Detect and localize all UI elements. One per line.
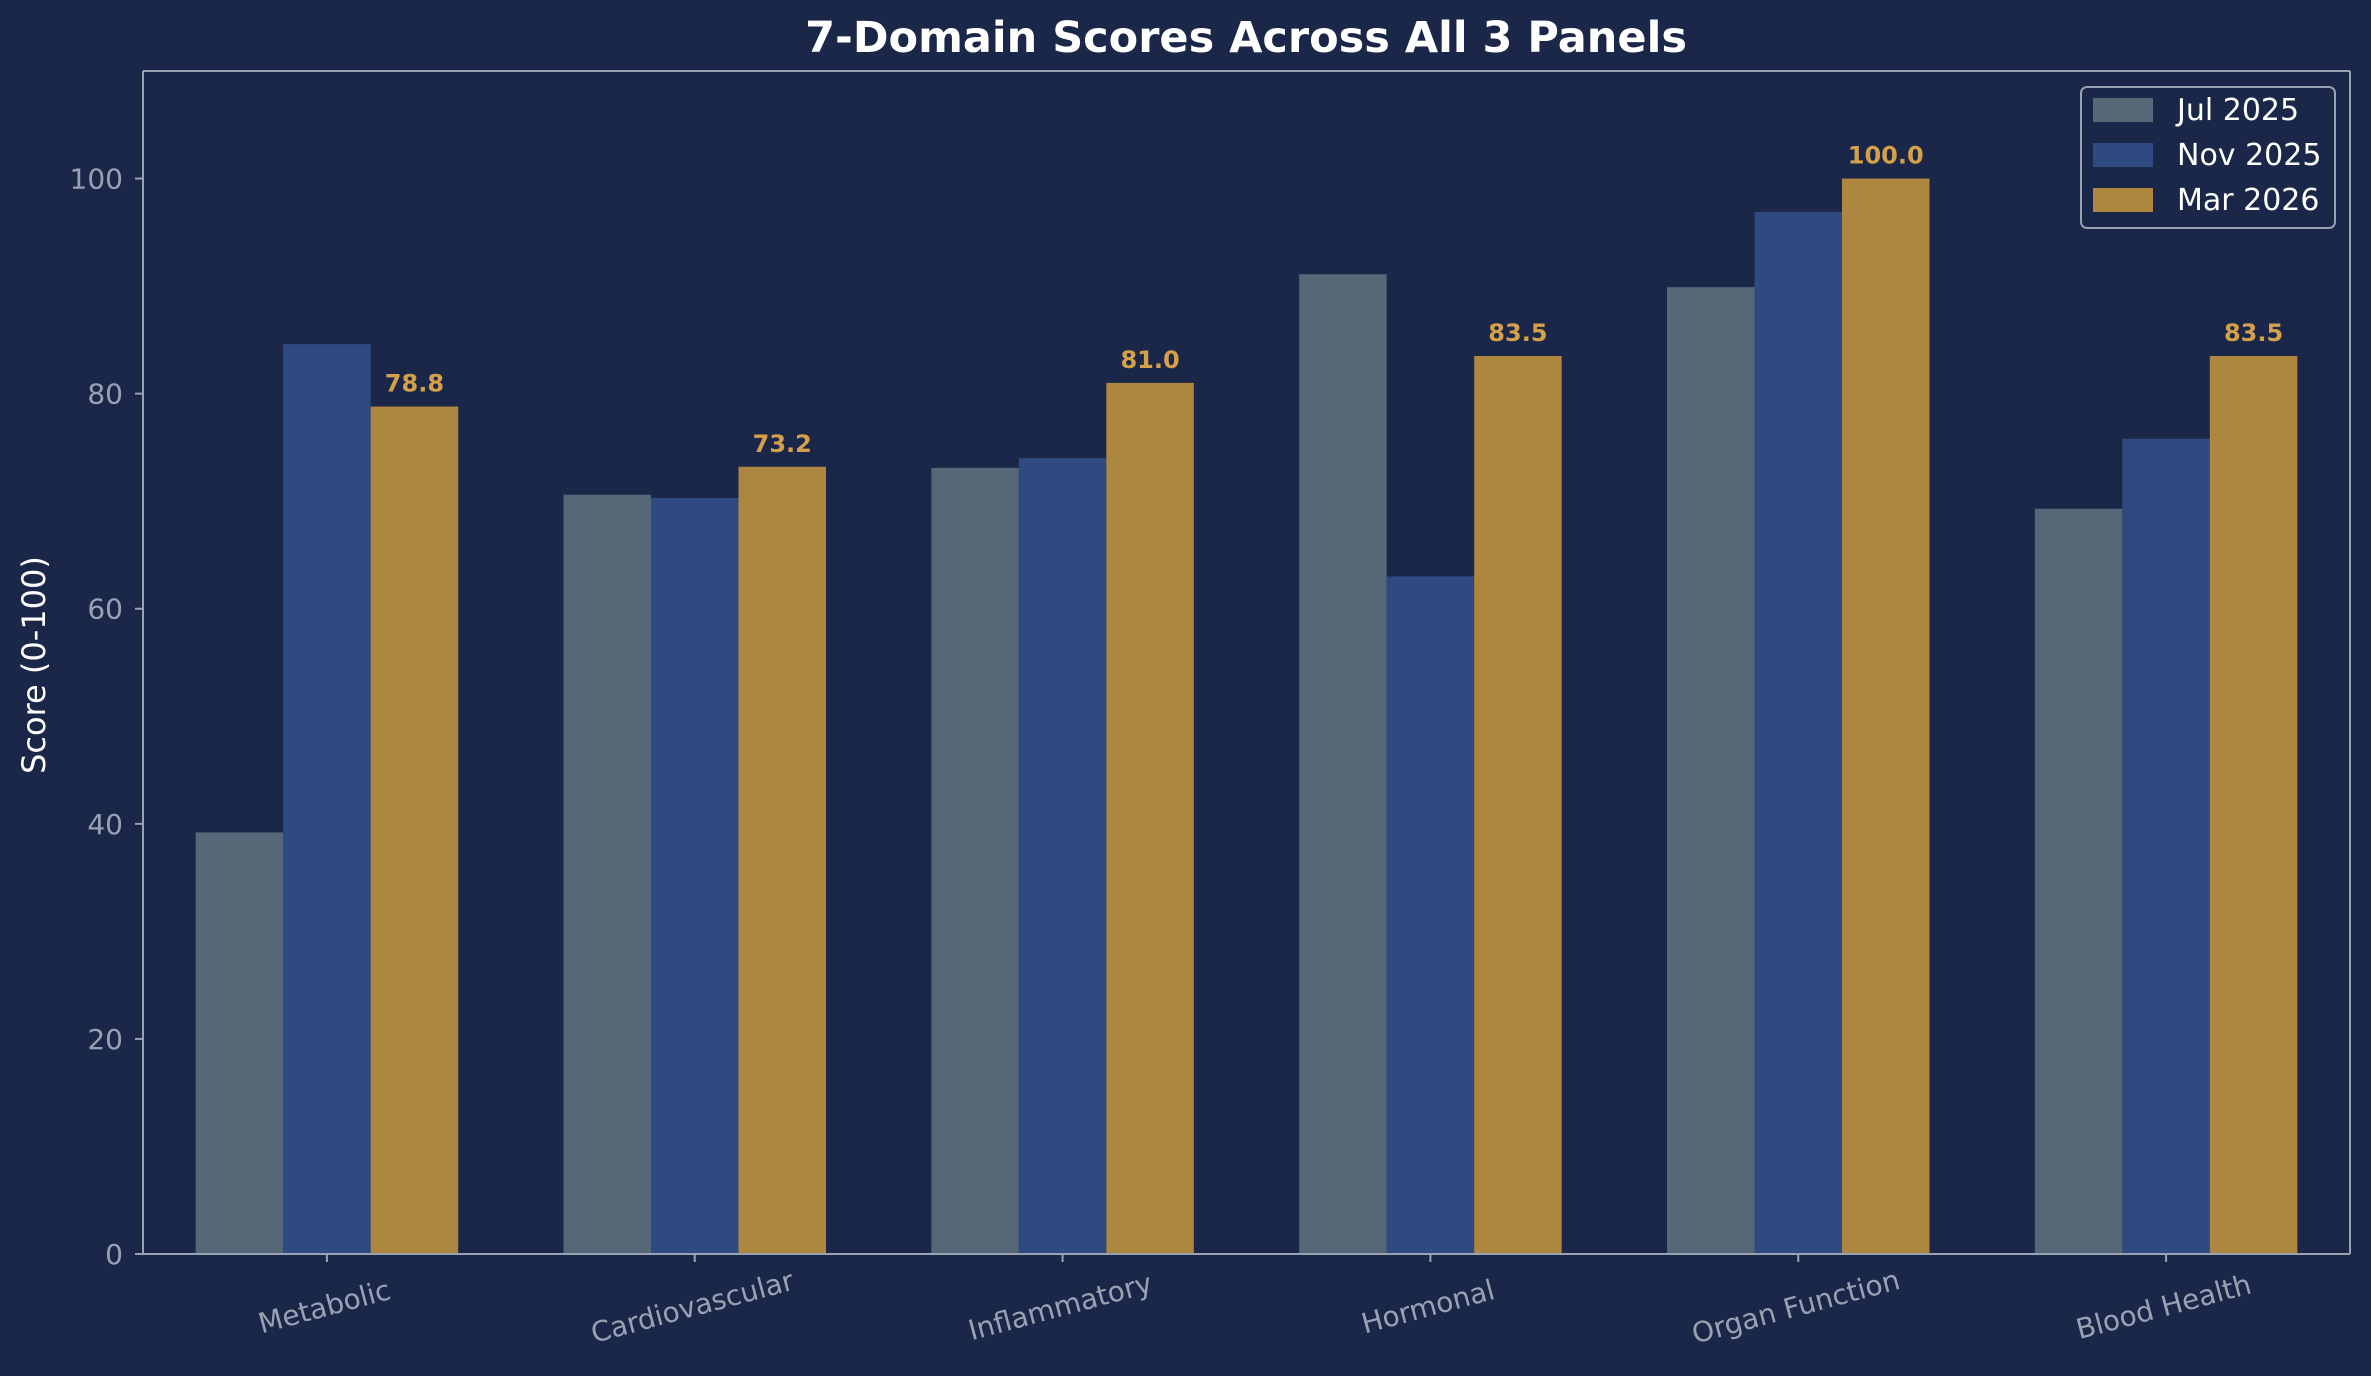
bar-nov-2025-hormonal <box>1386 576 1475 1254</box>
y-tick-label: 100 <box>70 163 123 196</box>
bar-jul-2025-cardiovascular <box>563 494 651 1254</box>
y-tick-label: 80 <box>87 378 123 411</box>
value-label: 83.5 <box>2224 319 2283 347</box>
bar-nov-2025-organ-function <box>1754 211 1842 1255</box>
bar-mar-2026-inflammatory <box>1106 382 1194 1254</box>
legend-swatch <box>2093 188 2153 212</box>
bar-mar-2026-blood-health <box>2209 355 2298 1254</box>
legend-swatch <box>2093 143 2153 167</box>
legend-swatch <box>2093 98 2153 122</box>
y-tick-label: 0 <box>105 1238 123 1271</box>
bar-mar-2026-organ-function <box>1842 178 1930 1255</box>
value-label: 100.0 <box>1848 142 1924 170</box>
value-label: 78.8 <box>385 370 444 398</box>
value-label: 81.0 <box>1120 346 1179 374</box>
bar-nov-2025-blood-health <box>2122 438 2210 1255</box>
legend-label: Mar 2026 <box>2177 183 2320 218</box>
chart-title: 7-Domain Scores Across All 3 Panels <box>805 13 1687 63</box>
bar-nov-2025-cardiovascular <box>651 497 739 1254</box>
bar-jul-2025-blood-health <box>2034 508 2123 1255</box>
bar-nov-2025-inflammatory <box>1018 458 1107 1254</box>
y-tick-label: 60 <box>87 593 123 626</box>
y-tick-label: 20 <box>87 1023 123 1056</box>
y-axis-label: Score (0-100) <box>15 556 53 774</box>
bar-mar-2026-hormonal <box>1474 355 1562 1254</box>
bar-nov-2025-metabolic <box>283 344 371 1254</box>
legend-label: Nov 2025 <box>2177 138 2321 173</box>
bar-mar-2026-cardiovascular <box>738 466 826 1254</box>
legend-label: Jul 2025 <box>2175 93 2299 128</box>
bar-mar-2026-metabolic <box>370 406 459 1254</box>
bar-jul-2025-inflammatory <box>931 467 1019 1254</box>
legend: Jul 2025 Nov 2025 Mar 2026 <box>2080 86 2336 229</box>
value-label: 83.5 <box>1488 319 1547 347</box>
value-label: 73.2 <box>753 430 812 458</box>
y-tick-label: 40 <box>87 808 123 841</box>
bar-jul-2025-organ-function <box>1667 287 1755 1254</box>
bar-jul-2025-hormonal <box>1299 274 1387 1255</box>
bar-jul-2025-metabolic <box>195 832 284 1254</box>
